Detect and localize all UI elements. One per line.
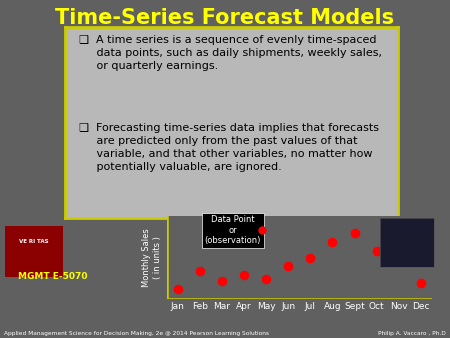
Point: [373, 248, 380, 254]
Text: Time-Series Forecast Models: Time-Series Forecast Models: [55, 8, 395, 28]
Text: Philip A. Vaccaro , Ph.D: Philip A. Vaccaro , Ph.D: [378, 331, 446, 336]
Point: [329, 239, 336, 244]
Text: VE RI TAS: VE RI TAS: [19, 239, 49, 244]
Text: MGMT E-5070: MGMT E-5070: [18, 272, 87, 281]
Point: [196, 268, 203, 274]
Text: ❑  Forecasting time-series data implies that forecasts
     are predicted only f: ❑ Forecasting time-series data implies t…: [79, 123, 378, 172]
Text: Applied Management Science for Decision Making, 2e @ 2014 Pearson Learning Solut: Applied Management Science for Decision …: [4, 331, 270, 336]
Point: [284, 263, 292, 269]
Point: [174, 286, 181, 292]
Point: [351, 230, 358, 236]
Point: [218, 279, 225, 284]
Text: Data Point
or
(observation): Data Point or (observation): [205, 215, 261, 245]
Point: [262, 276, 270, 282]
Point: [395, 240, 402, 246]
Text: ❑  A time series is a sequence of evenly time-spaced
     data points, such as d: ❑ A time series is a sequence of evenly …: [79, 35, 382, 71]
Y-axis label: Monthly Sales
( in units ): Monthly Sales ( in units ): [142, 228, 162, 287]
Point: [417, 280, 424, 285]
Point: [240, 272, 248, 277]
Point: [307, 256, 314, 261]
